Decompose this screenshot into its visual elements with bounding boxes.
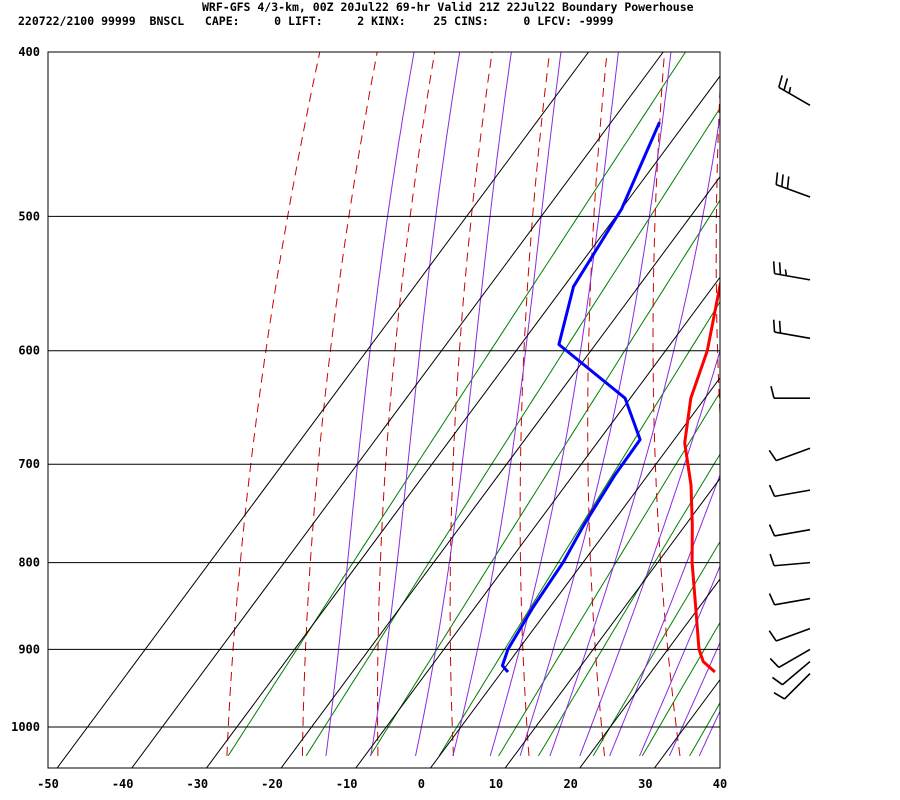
dry-adiabat-line bbox=[715, 80, 720, 424]
moist-adiabat-line bbox=[668, 641, 720, 757]
isotherm-gridline bbox=[355, 276, 720, 768]
pressure-tick-label: 400 bbox=[18, 45, 40, 59]
dry-adiabat-line bbox=[519, 52, 551, 756]
pressure-tick-label: 500 bbox=[18, 209, 40, 223]
isotherm-gridline bbox=[430, 377, 720, 768]
temperature-tick-label: 0 bbox=[418, 777, 425, 791]
temperature-tick-label: 40 bbox=[713, 777, 727, 791]
isotherm-gridline bbox=[131, 52, 664, 768]
temperature-tick-label: -10 bbox=[336, 777, 358, 791]
chart-header-title: WRF-GFS 4/3-km, 00Z 20Jul22 69-hr Valid … bbox=[202, 0, 694, 14]
wind-barb bbox=[771, 660, 811, 686]
dewpoint-profile-line bbox=[500, 121, 661, 673]
moist-adiabat-line bbox=[489, 52, 619, 757]
moist-adiabat-line bbox=[639, 564, 720, 757]
mixing-ratio-line bbox=[537, 453, 720, 757]
dry-adiabat-line bbox=[894, 52, 900, 756]
pressure-tick-label: 900 bbox=[18, 642, 40, 656]
isotherm-gridline bbox=[579, 578, 720, 768]
pressure-tick-label: 1000 bbox=[11, 720, 40, 734]
chart-header-indices: 220722/2100 99999 BNSCL CAPE: 0 LIFT: 2 … bbox=[18, 14, 614, 28]
mixing-ratio-line bbox=[438, 301, 720, 757]
moist-adiabat-line bbox=[519, 52, 672, 757]
pressure-tick-label: 800 bbox=[18, 556, 40, 570]
moist-adiabat-line bbox=[415, 52, 512, 757]
moist-adiabat-line bbox=[609, 473, 720, 757]
temperature-tick-label: -50 bbox=[37, 777, 59, 791]
temperature-tick-label: -20 bbox=[261, 777, 283, 791]
dry-adiabat-line bbox=[837, 52, 900, 756]
moist-adiabat-line bbox=[325, 52, 415, 756]
isotherm-gridline bbox=[206, 75, 720, 768]
wind-barb bbox=[772, 261, 811, 281]
dry-adiabat-line bbox=[652, 52, 681, 756]
pressure-tick-label: 700 bbox=[18, 457, 40, 471]
mixing-ratio-line bbox=[641, 621, 720, 757]
dry-adiabat-line bbox=[777, 52, 831, 756]
isotherm-gridline bbox=[56, 52, 589, 768]
wind-barb bbox=[770, 386, 810, 400]
moist-adiabat-line bbox=[729, 52, 900, 756]
wind-barb bbox=[775, 172, 811, 198]
dry-adiabat-line bbox=[226, 52, 321, 756]
mixing-ratio-line bbox=[369, 199, 720, 757]
mixing-ratio-line bbox=[689, 701, 720, 757]
wind-barb bbox=[768, 593, 811, 606]
isotherm-gridline bbox=[654, 678, 720, 768]
wind-barb bbox=[773, 672, 811, 700]
dry-adiabat-line bbox=[377, 52, 436, 756]
wind-barb bbox=[772, 319, 811, 340]
moist-adiabat-line bbox=[698, 710, 720, 757]
moist-adiabat-line bbox=[579, 349, 720, 757]
mixing-ratio-line bbox=[592, 540, 720, 757]
mixing-ratio-line bbox=[498, 391, 720, 757]
wind-barb bbox=[768, 447, 811, 462]
dry-adiabat-line bbox=[587, 52, 608, 756]
pressure-tick-label: 600 bbox=[18, 344, 40, 358]
wind-barb bbox=[768, 524, 811, 537]
isotherm-gridline bbox=[504, 477, 720, 768]
temperature-profile-line bbox=[683, 279, 720, 674]
wind-barb bbox=[778, 75, 811, 106]
temperature-tick-label: -40 bbox=[112, 777, 134, 791]
moist-adiabat-line bbox=[549, 113, 720, 757]
mixing-ratio-line bbox=[227, 52, 686, 757]
temperature-tick-label: 10 bbox=[489, 777, 503, 791]
wind-barb bbox=[768, 484, 811, 498]
temperature-tick-label: 20 bbox=[563, 777, 577, 791]
wind-barb bbox=[769, 553, 811, 567]
wind-barb bbox=[768, 627, 811, 642]
dry-adiabat-line bbox=[449, 52, 493, 756]
temperature-tick-label: 30 bbox=[638, 777, 652, 791]
isotherm-gridline bbox=[280, 175, 720, 768]
dry-adiabat-line bbox=[301, 52, 378, 756]
temperature-tick-label: -30 bbox=[186, 777, 208, 791]
moist-adiabat-line bbox=[452, 52, 562, 757]
wind-barb bbox=[769, 648, 811, 669]
mixing-ratio-line bbox=[305, 107, 720, 757]
plot-frame bbox=[47, 51, 721, 769]
isotherm-gridline bbox=[729, 52, 900, 768]
moist-adiabat-line bbox=[370, 52, 461, 756]
